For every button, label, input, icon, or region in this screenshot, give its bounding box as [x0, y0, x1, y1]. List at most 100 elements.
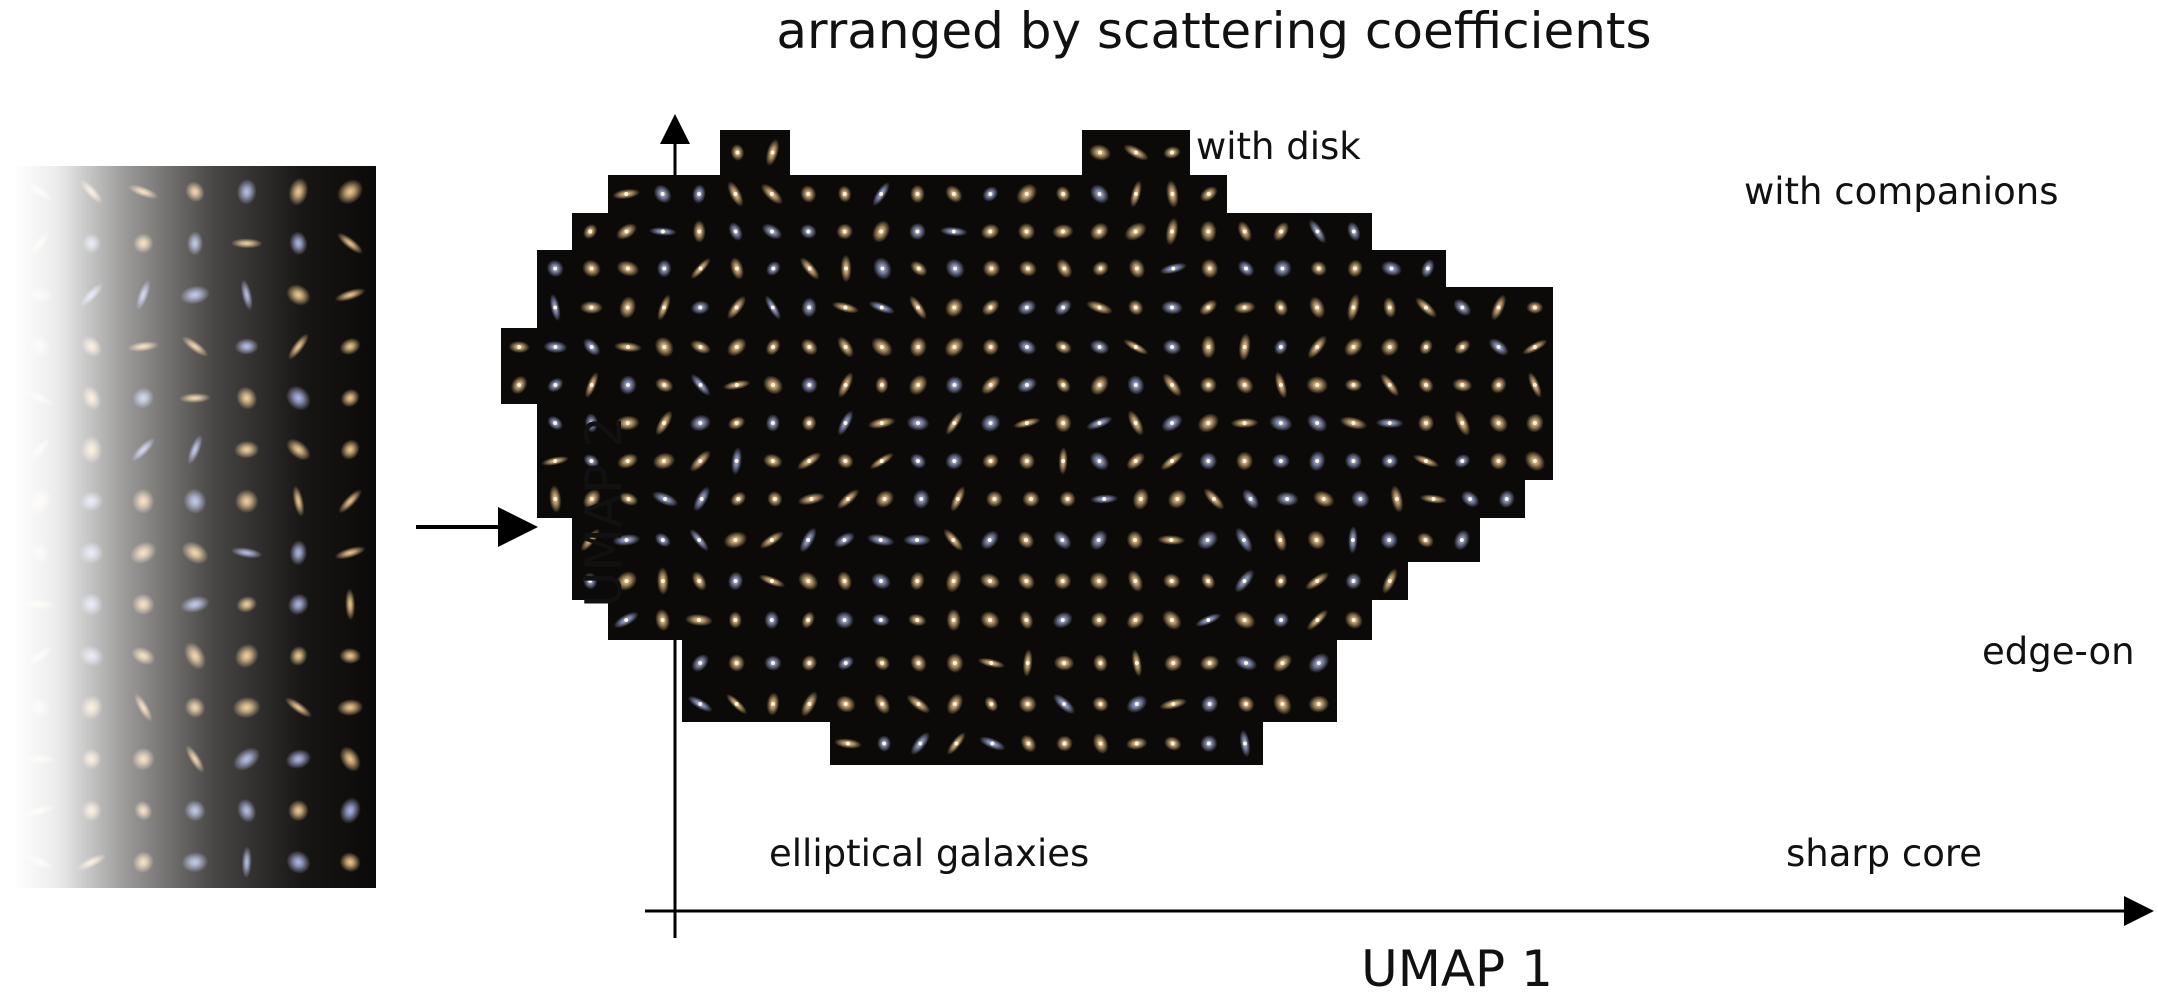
galaxy-core: [1133, 345, 1138, 349]
galaxy-core: [1351, 345, 1356, 349]
galaxy-core: [698, 345, 703, 349]
galaxy-core: [770, 459, 775, 463]
galaxy-core: [1431, 497, 1436, 501]
galaxy-core: [1134, 150, 1138, 155]
galaxy-core: [916, 459, 920, 463]
galaxy-core: [698, 266, 703, 271]
galaxy-core: [843, 702, 848, 706]
galaxy-core: [1025, 266, 1030, 271]
galaxy-core: [1060, 618, 1065, 622]
galaxy-core: [625, 345, 630, 349]
galaxy-core: [1460, 383, 1465, 387]
galaxy-core: [1242, 459, 1247, 463]
galaxy-core: [989, 266, 994, 271]
galaxy-core: [843, 661, 848, 665]
galaxy-core: [1098, 702, 1103, 706]
galaxy-core: [842, 192, 847, 196]
galaxy-core: [662, 459, 666, 463]
galaxy-core: [697, 192, 702, 196]
galaxy-core: [988, 305, 993, 310]
galaxy-core: [589, 345, 594, 349]
galaxy-core: [1206, 305, 1211, 310]
galaxy-core: [769, 618, 774, 622]
galaxy-core: [916, 702, 921, 706]
galaxy-core: [1102, 497, 1107, 501]
galaxy-core: [662, 266, 667, 271]
galaxy-core: [1315, 229, 1320, 234]
galaxy-core: [1351, 459, 1356, 463]
galaxy-core: [1387, 459, 1392, 463]
galaxy-core: [952, 661, 957, 665]
label-sharp-core: sharp core: [1786, 832, 1983, 875]
galaxy-core: [1211, 497, 1216, 501]
galaxy-core: [1279, 618, 1284, 622]
galaxy-core: [1424, 305, 1428, 310]
galaxy-core: [733, 229, 738, 234]
galaxy-core: [916, 421, 920, 425]
galaxy-core: [1025, 345, 1029, 349]
galaxy-core: [1024, 192, 1029, 196]
galaxy-core: [806, 229, 811, 234]
galaxy-core: [1097, 229, 1102, 234]
galaxy-core: [1134, 702, 1139, 706]
galaxy-core: [769, 538, 774, 542]
galaxy-core: [1351, 229, 1356, 234]
galaxy-core: [662, 305, 666, 310]
galaxy-core: [1351, 579, 1356, 583]
galaxy-core: [988, 383, 993, 387]
galaxy-core: [1353, 266, 1358, 271]
galaxy-core: [1025, 383, 1029, 387]
galaxy-core: [1244, 266, 1249, 271]
galaxy-core: [1496, 459, 1501, 463]
galaxy-core: [1065, 497, 1070, 501]
galaxy-core: [625, 266, 630, 271]
galaxy-core: [662, 345, 667, 349]
galaxy-core: [1532, 421, 1537, 425]
galaxy-core: [915, 579, 920, 583]
galaxy-core: [734, 305, 739, 310]
figure-title: arranged by scattering coefficients: [776, 2, 1652, 60]
galaxy-core: [553, 266, 558, 271]
galaxy-core: [1096, 538, 1101, 542]
galaxy-core: [918, 741, 923, 746]
galaxy-core: [697, 229, 702, 234]
galaxy-core: [1351, 305, 1356, 310]
galaxy-core: [1244, 661, 1249, 665]
galaxy-core: [1424, 459, 1428, 463]
galaxy-core: [1242, 421, 1247, 425]
galaxy-core: [699, 497, 704, 501]
galaxy-core: [1321, 497, 1326, 501]
galaxy-core: [1316, 266, 1321, 271]
galaxy-core: [1171, 661, 1176, 665]
x-axis-label: UMAP 1: [1361, 940, 1553, 998]
galaxy-core: [698, 661, 703, 665]
galaxy-core: [880, 266, 885, 271]
galaxy-core: [1278, 421, 1283, 425]
galaxy-core: [807, 266, 812, 271]
galaxy-core: [882, 741, 887, 746]
galaxy-core: [953, 266, 958, 271]
galaxy-core: [1280, 702, 1285, 706]
galaxy-core: [952, 459, 957, 463]
galaxy-core: [1061, 421, 1066, 425]
galaxy-core: [1171, 266, 1176, 271]
galaxy-core: [698, 305, 703, 310]
galaxy-core: [736, 497, 741, 501]
galaxy-core: [1133, 459, 1138, 463]
galaxy-core: [1278, 383, 1283, 387]
galaxy-core: [1206, 421, 1211, 425]
galaxy-core: [988, 459, 993, 463]
galaxy-core: [1170, 345, 1175, 349]
galaxy-core: [660, 229, 665, 234]
galaxy-core: [951, 538, 956, 542]
galaxy-core: [1460, 345, 1465, 349]
galaxy-core: [1314, 538, 1319, 542]
galaxy-core: [1532, 305, 1537, 310]
galaxy-core: [843, 459, 848, 463]
galaxy-core: [1206, 383, 1211, 387]
galaxy-core: [882, 497, 887, 501]
galaxy-core: [1097, 192, 1102, 196]
galaxy-core: [1351, 421, 1356, 425]
galaxy-core: [1060, 538, 1065, 542]
galaxy-core: [1024, 618, 1029, 622]
